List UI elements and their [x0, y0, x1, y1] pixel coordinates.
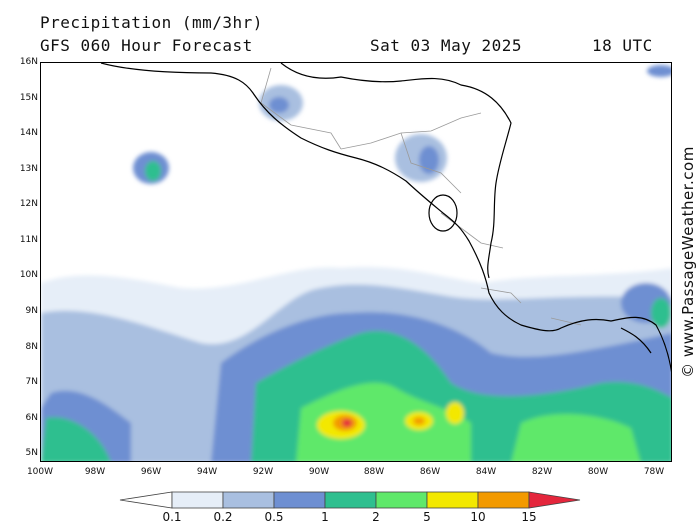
lon-label-82w: 82W	[531, 467, 553, 477]
lon-label-92w: 92W	[252, 467, 274, 477]
legend-label-2: 2	[372, 510, 380, 524]
forecast-model-label: GFS 060 Hour Forecast	[40, 36, 253, 55]
legend-swatch-5	[375, 491, 428, 509]
lon-label-90w: 90W	[308, 467, 330, 477]
precip-field	[41, 65, 671, 461]
site-credit: © www.PassageWeather.com	[679, 146, 697, 378]
legend-label-0.2: 0.2	[213, 510, 233, 524]
chart-title: Precipitation (mm/3hr)	[40, 13, 263, 32]
legend-swatch-below	[119, 491, 173, 509]
legend-colorbar	[119, 491, 581, 509]
lon-label-78w: 78W	[643, 467, 665, 477]
legend-swatch-1	[171, 491, 224, 509]
country-borders	[260, 67, 582, 326]
lat-label-7n: 7N	[25, 377, 38, 387]
legend-label-10: 10	[470, 510, 486, 524]
lon-label-88w: 88W	[363, 467, 385, 477]
lat-label-6n: 6N	[25, 413, 38, 423]
legend-swatch-above	[528, 491, 581, 509]
lon-label-86w: 86W	[419, 467, 441, 477]
lat-label-11n: 11N	[19, 235, 38, 245]
forecast-time: 18 UTC	[592, 36, 653, 55]
legend-label-1: 1	[321, 510, 329, 524]
lat-label-9n: 9N	[25, 306, 38, 316]
lat-label-10n: 10N	[19, 270, 38, 280]
lon-label-80w: 80W	[587, 467, 609, 477]
lat-label-13n: 13N	[19, 164, 38, 174]
lon-label-100w: 100W	[26, 467, 54, 477]
lat-label-5n: 5N	[25, 448, 38, 458]
lat-label-15n: 15N	[19, 93, 38, 103]
lat-label-16n: 16N	[19, 57, 38, 67]
legend-swatch-2	[222, 491, 275, 509]
forecast-date: Sat 03 May 2025	[370, 36, 522, 55]
lon-label-96w: 96W	[140, 467, 162, 477]
legend-swatch-7	[477, 491, 530, 509]
legend-label-15: 15	[521, 510, 537, 524]
legend-label-0.1: 0.1	[162, 510, 182, 524]
lat-label-8n: 8N	[25, 342, 38, 352]
lat-label-12n: 12N	[19, 199, 38, 209]
legend-label-0.5: 0.5	[264, 510, 284, 524]
lon-label-94w: 94W	[196, 467, 218, 477]
lat-label-14n: 14N	[19, 128, 38, 138]
lon-label-84w: 84W	[475, 467, 497, 477]
coastline	[100, 63, 671, 373]
legend-swatch-3	[273, 491, 326, 509]
lon-label-98w: 98W	[84, 467, 106, 477]
precipitation-map[interactable]	[40, 62, 672, 462]
map-svg	[41, 63, 671, 461]
legend-swatch-4	[324, 491, 377, 509]
legend-label-5: 5	[423, 510, 431, 524]
legend-swatch-6	[426, 491, 479, 509]
